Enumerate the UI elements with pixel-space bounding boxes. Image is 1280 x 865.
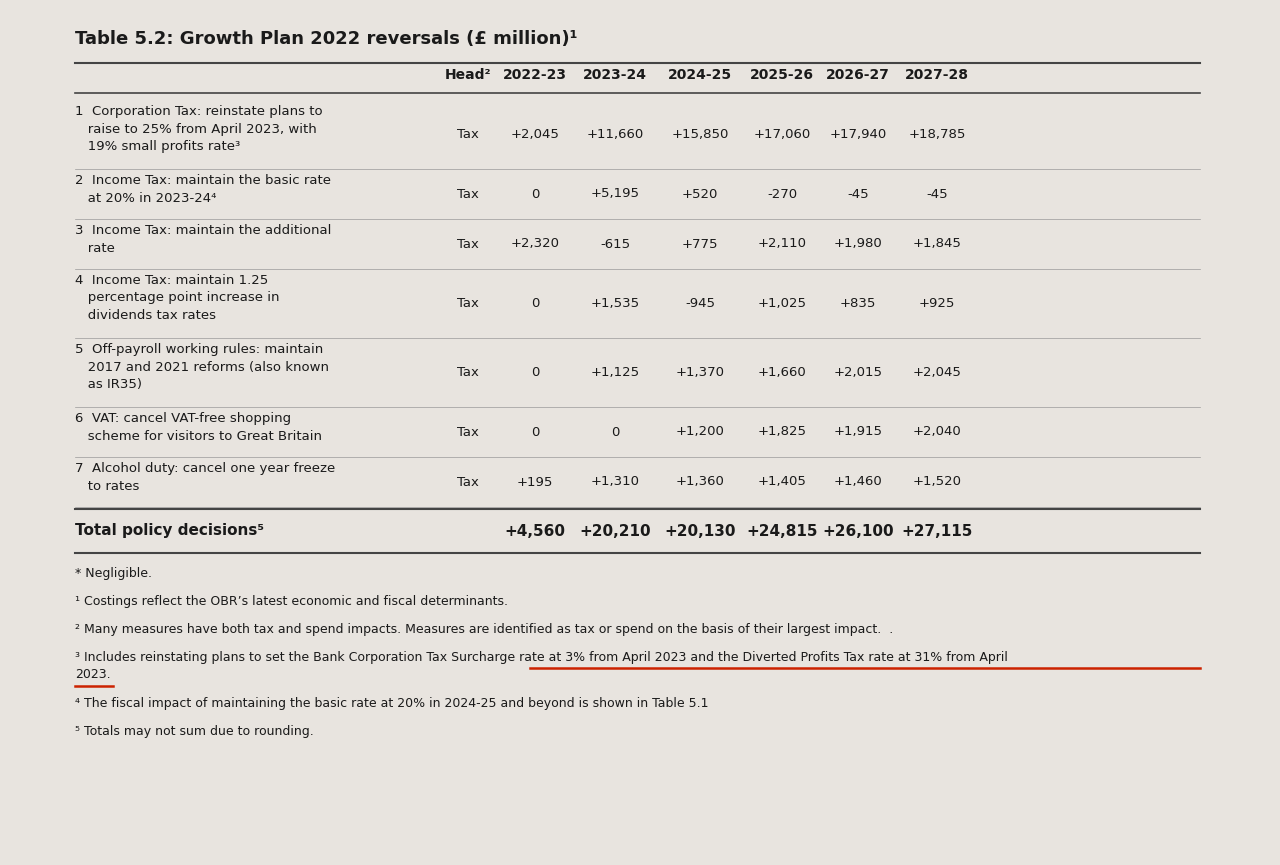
Text: Tax: Tax	[457, 476, 479, 489]
Text: +4,560: +4,560	[504, 523, 566, 539]
Text: Head²: Head²	[444, 68, 492, 82]
Text: 4  Income Tax: maintain 1.25
   percentage point increase in
   dividends tax ra: 4 Income Tax: maintain 1.25 percentage p…	[76, 274, 279, 322]
Text: * Negligible.: * Negligible.	[76, 567, 152, 580]
Text: 6  VAT: cancel VAT-free shopping
   scheme for visitors to Great Britain: 6 VAT: cancel VAT-free shopping scheme f…	[76, 412, 323, 443]
Text: Tax: Tax	[457, 366, 479, 379]
Text: 2  Income Tax: maintain the basic rate
   at 20% in 2023-24⁴: 2 Income Tax: maintain the basic rate at…	[76, 174, 332, 204]
Text: Table 5.2: Growth Plan 2022 reversals (£ million)¹: Table 5.2: Growth Plan 2022 reversals (£…	[76, 30, 577, 48]
Text: 0: 0	[531, 188, 539, 201]
Text: +520: +520	[682, 188, 718, 201]
Text: +1,360: +1,360	[676, 476, 724, 489]
Text: 0: 0	[531, 366, 539, 379]
Text: +1,535: +1,535	[590, 297, 640, 310]
Text: +1,310: +1,310	[590, 476, 640, 489]
Text: Tax: Tax	[457, 426, 479, 439]
Text: +26,100: +26,100	[822, 523, 893, 539]
Text: Tax: Tax	[457, 188, 479, 201]
Text: -270: -270	[767, 188, 797, 201]
Text: 2022-23: 2022-23	[503, 68, 567, 82]
Text: ¹ Costings reflect the OBR’s latest economic and fiscal determinants.: ¹ Costings reflect the OBR’s latest econ…	[76, 595, 508, 608]
Text: +1,370: +1,370	[676, 366, 724, 379]
Text: +1,660: +1,660	[758, 366, 806, 379]
Text: 2024-25: 2024-25	[668, 68, 732, 82]
Text: +15,850: +15,850	[671, 128, 728, 141]
Text: +1,980: +1,980	[833, 238, 882, 251]
Text: ² Many measures have both tax and spend impacts. Measures are identified as tax : ² Many measures have both tax and spend …	[76, 623, 893, 636]
Text: ⁵ Totals may not sum due to rounding.: ⁵ Totals may not sum due to rounding.	[76, 725, 314, 738]
Text: 0: 0	[611, 426, 620, 439]
Text: -45: -45	[927, 188, 947, 201]
Text: +1,915: +1,915	[833, 426, 882, 439]
Text: +17,060: +17,060	[754, 128, 810, 141]
Text: ³ Includes reinstating plans to set the Bank Corporation Tax Surcharge rate at 3: ³ Includes reinstating plans to set the …	[76, 651, 1007, 681]
Text: 2023-24: 2023-24	[582, 68, 646, 82]
Text: +2,045: +2,045	[913, 366, 961, 379]
Text: +1,520: +1,520	[913, 476, 961, 489]
Text: +5,195: +5,195	[590, 188, 640, 201]
Text: +1,845: +1,845	[913, 238, 961, 251]
Text: 5  Off-payroll working rules: maintain
   2017 and 2021 reforms (also known
   a: 5 Off-payroll working rules: maintain 20…	[76, 343, 329, 391]
Text: Tax: Tax	[457, 297, 479, 310]
Text: +2,110: +2,110	[758, 238, 806, 251]
Text: 7  Alcohol duty: cancel one year freeze
   to rates: 7 Alcohol duty: cancel one year freeze t…	[76, 462, 335, 492]
Text: +2,045: +2,045	[511, 128, 559, 141]
Text: 1  Corporation Tax: reinstate plans to
   raise to 25% from April 2023, with
   : 1 Corporation Tax: reinstate plans to ra…	[76, 105, 323, 153]
Text: +2,320: +2,320	[511, 238, 559, 251]
Text: +20,130: +20,130	[664, 523, 736, 539]
Text: +27,115: +27,115	[901, 523, 973, 539]
Text: +1,200: +1,200	[676, 426, 724, 439]
Text: +195: +195	[517, 476, 553, 489]
Text: +1,025: +1,025	[758, 297, 806, 310]
Text: 0: 0	[531, 297, 539, 310]
Text: -945: -945	[685, 297, 716, 310]
Text: +20,210: +20,210	[579, 523, 650, 539]
Text: +24,815: +24,815	[746, 523, 818, 539]
Text: 0: 0	[531, 426, 539, 439]
Text: +1,825: +1,825	[758, 426, 806, 439]
Text: 3  Income Tax: maintain the additional
   rate: 3 Income Tax: maintain the additional ra…	[76, 224, 332, 254]
Text: +2,040: +2,040	[913, 426, 961, 439]
Text: Tax: Tax	[457, 128, 479, 141]
Text: 2027-28: 2027-28	[905, 68, 969, 82]
Text: +775: +775	[682, 238, 718, 251]
Text: +1,460: +1,460	[833, 476, 882, 489]
Text: +925: +925	[919, 297, 955, 310]
Text: +1,405: +1,405	[758, 476, 806, 489]
Text: +835: +835	[840, 297, 877, 310]
Text: +11,660: +11,660	[586, 128, 644, 141]
Text: +2,015: +2,015	[833, 366, 882, 379]
Text: -45: -45	[847, 188, 869, 201]
Text: +18,785: +18,785	[909, 128, 965, 141]
Text: ⁴ The fiscal impact of maintaining the basic rate at 20% in 2024-25 and beyond i: ⁴ The fiscal impact of maintaining the b…	[76, 697, 709, 710]
Text: 2026-27: 2026-27	[826, 68, 890, 82]
Text: 2025-26: 2025-26	[750, 68, 814, 82]
Text: +17,940: +17,940	[829, 128, 887, 141]
Text: -615: -615	[600, 238, 630, 251]
Text: +1,125: +1,125	[590, 366, 640, 379]
Text: Tax: Tax	[457, 238, 479, 251]
Text: Total policy decisions⁵: Total policy decisions⁵	[76, 523, 264, 539]
